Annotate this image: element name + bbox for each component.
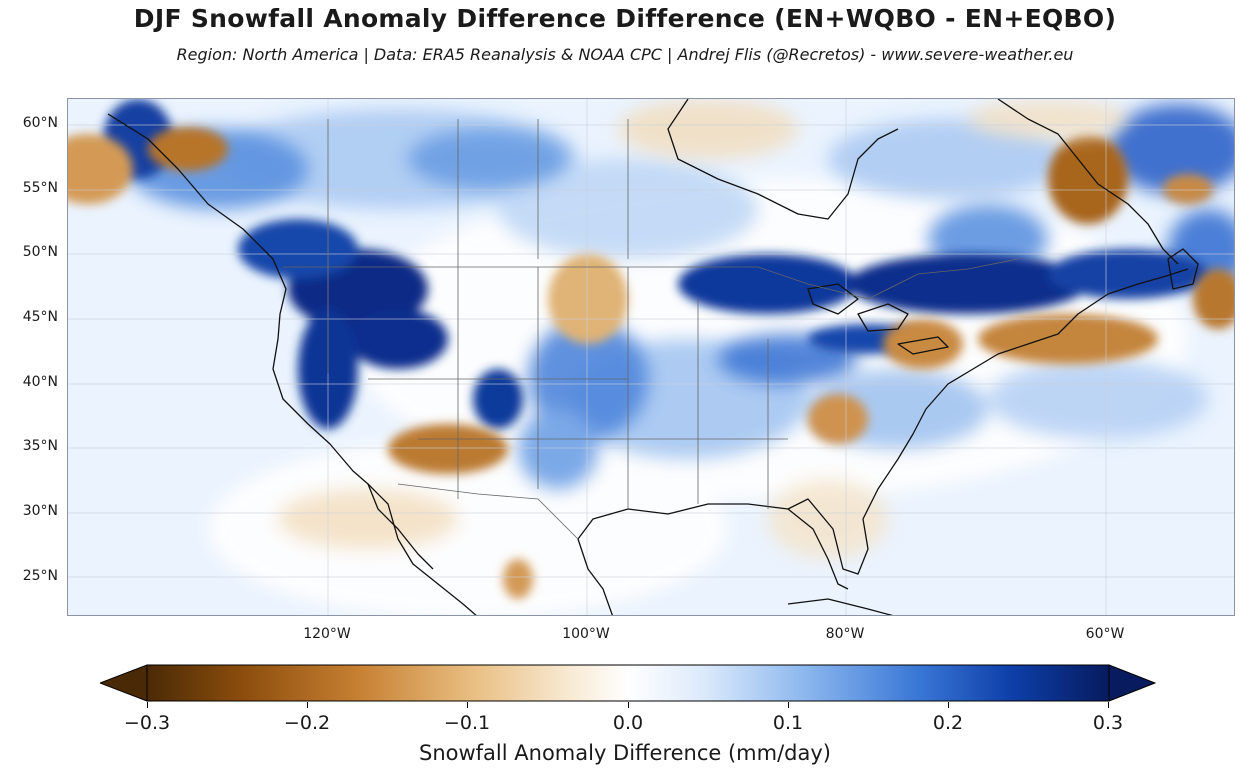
colorbar-tick-label: 0.1 <box>772 712 804 734</box>
map-subtitle: Region: North America | Data: ERA5 Reana… <box>176 45 1074 64</box>
colorbar-tickmark <box>948 702 949 708</box>
colorbar-tick-label: 0.2 <box>932 712 964 734</box>
colorbar-tick-label: 0.0 <box>612 712 644 734</box>
colorbar-tick-label: −0.1 <box>443 712 491 734</box>
map-title: DJF Snowfall Anomaly Difference Differen… <box>133 4 1117 33</box>
lat-label-35n: 35°N <box>22 438 58 454</box>
lon-label-120w: 120°W <box>303 626 351 642</box>
colorbar-tickmark <box>628 702 629 708</box>
colorbar-tickmark <box>1108 702 1109 708</box>
lat-label-50n: 50°N <box>22 244 58 260</box>
lon-label-100w: 100°W <box>562 626 610 642</box>
snowfall-anomaly-map <box>67 98 1235 616</box>
lat-label-55n: 55°N <box>22 180 58 196</box>
lat-label-40n: 40°N <box>22 374 58 390</box>
lat-label-60n: 60°N <box>22 115 58 131</box>
lat-label-30n: 30°N <box>22 503 58 519</box>
lat-label-45n: 45°N <box>22 309 58 325</box>
colorbar-tickmark <box>147 702 148 708</box>
colorbar-label: Snowfall Anomaly Difference (mm/day) <box>419 741 831 765</box>
colorbar-graphic <box>98 664 1157 702</box>
colorbar-max-extend <box>1108 664 1157 702</box>
colorbar-gradient <box>146 664 1110 702</box>
colorbar-tickmark <box>467 702 468 708</box>
colorbar-tick-label: 0.3 <box>1092 712 1124 734</box>
colorbar-min-extend <box>98 664 148 702</box>
anomaly-field <box>68 99 1234 615</box>
colorbar-tickmark <box>788 702 789 708</box>
colorbar <box>98 664 1157 702</box>
colorbar-tickmark <box>307 702 308 708</box>
lat-label-25n: 25°N <box>22 568 58 584</box>
colorbar-tick-label: −0.3 <box>123 712 171 734</box>
lon-label-80w: 80°W <box>825 626 865 642</box>
lon-label-60w: 60°W <box>1085 626 1125 642</box>
colorbar-tick-label: −0.2 <box>283 712 331 734</box>
